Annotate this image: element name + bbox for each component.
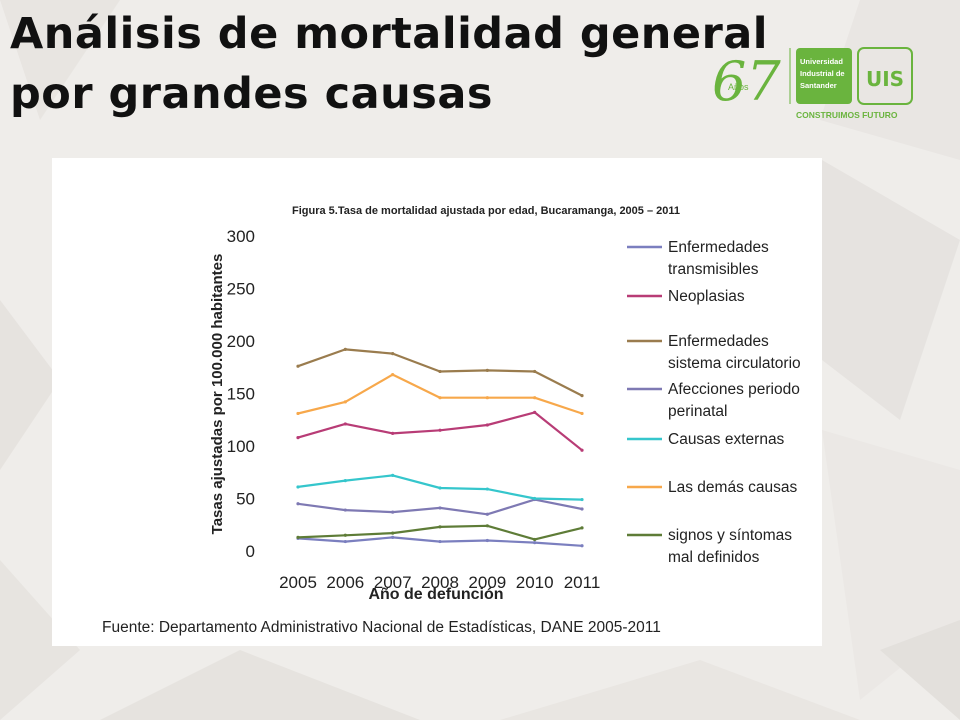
data-point-s2-1 bbox=[343, 347, 347, 351]
data-point-s1-2 bbox=[391, 431, 395, 435]
data-point-s5-0 bbox=[296, 411, 300, 416]
data-point-s0-4 bbox=[485, 538, 489, 543]
data-point-s6-1 bbox=[343, 533, 347, 537]
anniversary-word: Años bbox=[728, 82, 749, 92]
data-point-s5-1 bbox=[343, 400, 347, 404]
logo-emblem-acronym: UIS bbox=[866, 67, 904, 91]
data-point-s3-2 bbox=[391, 510, 395, 514]
mortality-line-chart: Figura 5.Tasa de mortalidad ajustada por… bbox=[102, 205, 801, 636]
data-point-s6-3 bbox=[438, 525, 442, 529]
chart-title: Figura 5.Tasa de mortalidad ajustada por… bbox=[292, 205, 680, 217]
data-point-s1-1 bbox=[343, 422, 347, 426]
legend-label: perinatal bbox=[668, 403, 727, 420]
legend-label: Neoplasias bbox=[668, 288, 745, 305]
data-point-s2-4 bbox=[485, 368, 489, 372]
y-axis-title: Tasas ajustadas por 100.000 habitantes bbox=[209, 254, 226, 535]
data-point-s4-5 bbox=[533, 496, 537, 501]
data-point-s6-0 bbox=[296, 535, 300, 539]
data-point-s0-5 bbox=[533, 541, 537, 545]
anniversary-number: 67 bbox=[712, 50, 781, 113]
legend-label: signos y síntomas bbox=[668, 527, 792, 544]
x-tick-label: 2011 bbox=[564, 573, 601, 592]
data-point-s3-1 bbox=[343, 508, 347, 512]
data-point-s6-6 bbox=[580, 526, 584, 530]
legend-label: mal definidos bbox=[668, 549, 760, 566]
x-tick-label: 2010 bbox=[516, 573, 554, 592]
y-tick-label: 300 bbox=[227, 227, 255, 246]
logo-text-line-3: Santander bbox=[800, 81, 837, 90]
uis-67-years-logo: 67 Años Universidad Industrial de Santan… bbox=[712, 47, 913, 120]
slide-title-line-2: por grandes causas bbox=[10, 69, 493, 119]
data-point-s4-2 bbox=[391, 473, 395, 477]
data-point-s6-2 bbox=[391, 531, 395, 535]
data-point-s4-6 bbox=[580, 497, 584, 502]
data-point-s0-3 bbox=[438, 539, 442, 544]
data-point-s3-0 bbox=[296, 502, 300, 506]
chart-source-note: Fuente: Departamento Administrativo Naci… bbox=[102, 619, 661, 636]
data-point-s6-4 bbox=[485, 524, 489, 528]
data-point-s0-2 bbox=[391, 535, 395, 539]
x-tick-label: 2009 bbox=[468, 573, 506, 592]
data-point-s5-5 bbox=[533, 396, 537, 400]
data-point-s1-0 bbox=[296, 436, 300, 440]
slide-title-line-1: Análisis de mortalidad general bbox=[10, 9, 769, 59]
logo-green-box bbox=[796, 48, 852, 104]
logo-text-line-1: Universidad bbox=[800, 57, 843, 66]
x-tick-label: 2005 bbox=[279, 573, 317, 592]
legend-label: Las demás causas bbox=[668, 479, 797, 496]
data-point-s1-3 bbox=[438, 428, 442, 432]
data-point-s2-2 bbox=[391, 352, 395, 356]
data-point-s1-6 bbox=[580, 448, 584, 452]
logo-text-line-2: Industrial de bbox=[800, 69, 845, 78]
y-tick-label: 50 bbox=[236, 490, 255, 509]
legend-label: sistema circulatorio bbox=[668, 355, 801, 372]
data-point-s0-1 bbox=[343, 539, 347, 544]
logo-slogan: CONSTRUIMOS FUTURO bbox=[796, 110, 898, 120]
data-point-s5-6 bbox=[580, 411, 584, 416]
data-point-s4-3 bbox=[438, 486, 442, 490]
data-point-s3-6 bbox=[580, 507, 584, 511]
legend-label: Enfermedades bbox=[668, 333, 769, 350]
data-point-s0-6 bbox=[580, 544, 584, 548]
data-point-s4-4 bbox=[485, 487, 489, 491]
data-point-s1-4 bbox=[485, 423, 489, 427]
y-tick-label: 250 bbox=[227, 280, 255, 299]
legend-label: Enfermedades bbox=[668, 239, 769, 256]
data-point-s3-3 bbox=[438, 506, 442, 510]
legend-label: Causas externas bbox=[668, 431, 785, 448]
y-tick-label: 0 bbox=[246, 542, 255, 561]
data-point-s2-5 bbox=[533, 369, 537, 374]
y-tick-label: 100 bbox=[227, 437, 255, 456]
data-point-s5-4 bbox=[485, 396, 489, 400]
y-tick-label: 200 bbox=[227, 332, 255, 351]
data-point-s5-3 bbox=[438, 396, 442, 400]
series-line-5 bbox=[297, 373, 583, 415]
logo-emblem-frame bbox=[857, 47, 913, 105]
data-point-s4-0 bbox=[296, 485, 300, 489]
data-point-s2-6 bbox=[580, 394, 584, 398]
slide-title: Análisis de mortalidad general por grand… bbox=[10, 4, 810, 124]
data-point-s6-5 bbox=[533, 537, 537, 542]
legend-label: Afecciones periodo bbox=[668, 381, 800, 398]
data-point-s4-1 bbox=[343, 479, 347, 483]
x-tick-label: 2006 bbox=[326, 573, 364, 592]
legend-label: transmisibles bbox=[668, 261, 759, 278]
data-point-s1-5 bbox=[533, 410, 537, 414]
data-point-s2-0 bbox=[296, 364, 300, 368]
chart-image-panel: Figura 5.Tasa de mortalidad ajustada por… bbox=[52, 158, 822, 646]
data-point-s2-3 bbox=[438, 369, 442, 374]
x-axis-title: Año de defunción bbox=[368, 586, 503, 603]
data-point-s3-4 bbox=[485, 512, 489, 516]
y-tick-label: 150 bbox=[227, 385, 255, 404]
x-tick-label: 2008 bbox=[421, 573, 459, 592]
x-tick-label: 2007 bbox=[374, 573, 412, 592]
data-point-s5-2 bbox=[391, 373, 395, 377]
